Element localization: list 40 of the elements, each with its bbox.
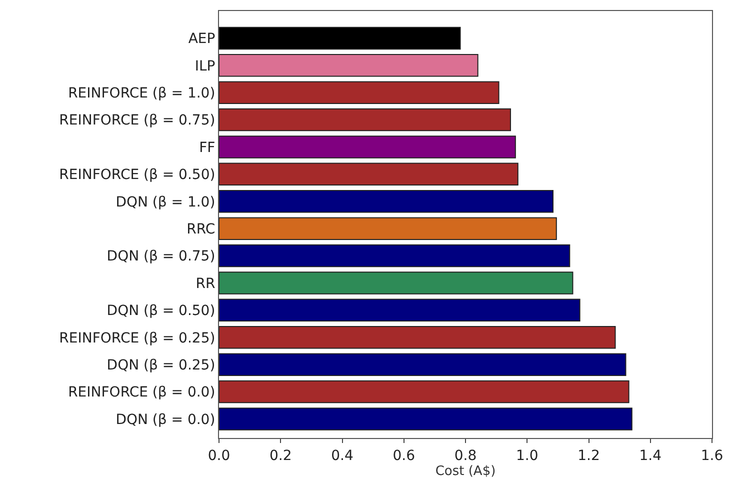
bar bbox=[219, 54, 478, 77]
y-tick-label: DQN (β = 0.25) bbox=[106, 357, 216, 374]
x-tick-label: 1.4 bbox=[639, 448, 662, 464]
bar bbox=[219, 217, 557, 240]
x-tick-label: 1.0 bbox=[516, 448, 538, 464]
bar bbox=[219, 190, 554, 213]
bar bbox=[219, 108, 511, 132]
y-tick-label: RR bbox=[196, 276, 216, 292]
bar bbox=[219, 408, 632, 430]
y-tick-label: FF bbox=[199, 140, 216, 156]
x-tick-label: 1.6 bbox=[700, 448, 724, 464]
x-tick-label: 1.2 bbox=[578, 448, 600, 464]
y-tick-label: RRC bbox=[186, 221, 216, 238]
y-tick-label: REINFORCE (β = 0.0) bbox=[68, 384, 216, 401]
y-tick-label: DQN (β = 0.0) bbox=[116, 412, 216, 428]
bar bbox=[219, 81, 500, 104]
bar bbox=[219, 353, 626, 376]
x-tick-label: 0.8 bbox=[454, 448, 477, 464]
bar bbox=[219, 298, 580, 322]
x-axis-title: Cost (A$) bbox=[435, 464, 496, 479]
bar bbox=[219, 26, 461, 50]
y-tick-label: DQN (β = 0.75) bbox=[106, 248, 216, 265]
x-tick-label: 0.6 bbox=[392, 448, 416, 464]
bar bbox=[219, 244, 570, 268]
y-tick-label: AEP bbox=[188, 31, 216, 48]
bar bbox=[219, 326, 616, 349]
bar bbox=[219, 272, 574, 294]
y-tick-label: REINFORCE (β = 0.25) bbox=[59, 330, 216, 346]
y-tick-label: ILP bbox=[194, 58, 216, 74]
bar bbox=[219, 136, 516, 158]
bar bbox=[219, 380, 630, 404]
x-tick-label: 0.4 bbox=[331, 448, 354, 464]
y-tick-label: DQN (β = 0.50) bbox=[106, 303, 216, 320]
bar bbox=[219, 162, 518, 186]
y-tick-label: REINFORCE (β = 0.75) bbox=[59, 112, 216, 129]
y-tick-label: REINFORCE (β = 1.0) bbox=[68, 85, 216, 102]
x-tick-label: 0.0 bbox=[208, 448, 230, 464]
x-tick-label: 0.2 bbox=[269, 448, 292, 464]
y-tick-label: REINFORCE (β = 0.50) bbox=[59, 167, 216, 184]
y-tick-label: DQN (β = 1.0) bbox=[116, 194, 216, 210]
